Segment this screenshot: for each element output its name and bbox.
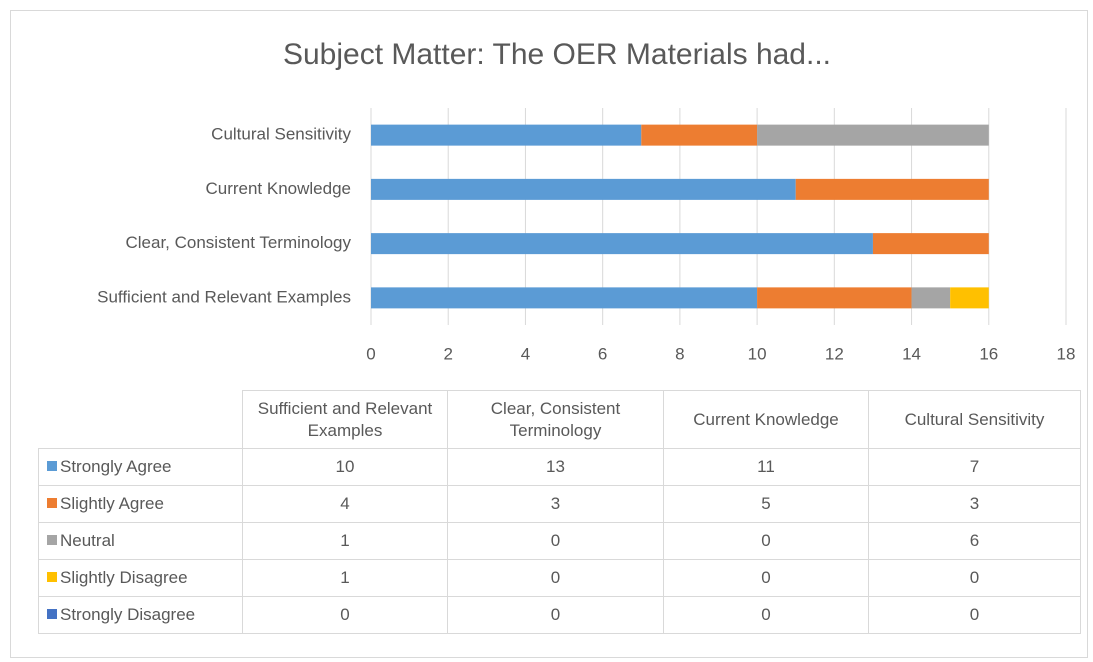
legend-swatch <box>47 535 57 545</box>
chart-title: Subject Matter: The OER Materials had... <box>283 38 831 71</box>
legend-swatch <box>47 609 57 619</box>
bar-segment <box>371 124 642 146</box>
bar-segment <box>757 287 912 309</box>
x-tick-label: 4 <box>521 344 530 363</box>
x-tick-label: 0 <box>366 344 375 363</box>
table-cell: 4 <box>242 485 448 523</box>
table-row: Neutral 1 0 0 6 <box>38 522 1081 560</box>
table-cell: 0 <box>868 596 1081 634</box>
bar-segment <box>757 124 989 146</box>
table-cell: 13 <box>447 448 664 486</box>
bar-segment <box>911 287 951 309</box>
row-header: Strongly Agree <box>38 448 243 486</box>
x-tick-label: 8 <box>675 344 684 363</box>
table-row: Slightly Disagree 1 0 0 0 <box>38 559 1081 597</box>
bar-segment <box>795 178 989 200</box>
table-row: Strongly Disagree 0 0 0 0 <box>38 596 1081 634</box>
legend-swatch <box>47 572 57 582</box>
bar-segment <box>872 233 989 255</box>
table-cell: 0 <box>868 559 1081 597</box>
table-cell: 3 <box>447 485 664 523</box>
legend-label: Slightly Agree <box>60 494 164 513</box>
data-table: Sufficient and Relevant Examples Clear, C… <box>38 390 1081 634</box>
row-header: Slightly Agree <box>38 485 243 523</box>
y-tick-label: Sufficient and Relevant Examples <box>97 287 351 306</box>
x-tick-label: 12 <box>825 344 844 363</box>
y-tick-label: Current Knowledge <box>205 179 351 198</box>
legend-label: Neutral <box>60 531 115 550</box>
legend-swatch <box>47 461 57 471</box>
table-cell: 5 <box>663 485 869 523</box>
y-tick-label: Cultural Sensitivity <box>211 125 351 144</box>
x-tick-label: 18 <box>1057 344 1076 363</box>
row-header: Slightly Disagree <box>38 559 243 597</box>
table-cell: 1 <box>242 522 448 560</box>
table-row: Slightly Agree 4 3 5 3 <box>38 485 1081 523</box>
legend-label: Strongly Agree <box>60 457 172 476</box>
bar-segment <box>641 124 758 146</box>
x-tick-label: 16 <box>979 344 998 363</box>
column-header: Current Knowledge <box>663 390 869 449</box>
table-cell: 6 <box>868 522 1081 560</box>
bar-segment <box>371 178 796 200</box>
bar-segment <box>950 287 989 309</box>
row-header: Neutral <box>38 522 243 560</box>
table-cell: 0 <box>663 596 869 634</box>
x-tick-label: 10 <box>748 344 767 363</box>
table-cell: 0 <box>663 559 869 597</box>
table-header-row: Sufficient and Relevant Examples Clear, C… <box>38 390 1081 449</box>
bar-segment <box>371 233 873 255</box>
y-tick-label: Clear, Consistent Terminology <box>125 233 351 252</box>
x-tick-label: 6 <box>598 344 607 363</box>
table-cell: 0 <box>663 522 869 560</box>
column-header: Sufficient and Relevant Examples <box>242 390 448 449</box>
x-tick-label: 14 <box>902 344 921 363</box>
legend-label: Strongly Disagree <box>60 605 196 624</box>
column-header: Clear, Consistent Terminology <box>447 390 664 449</box>
table-row: Strongly Agree 10 13 11 7 <box>38 448 1081 486</box>
table-cell: 0 <box>447 522 664 560</box>
x-tick-label: 2 <box>443 344 452 363</box>
bar-segment <box>371 287 758 309</box>
table-corner <box>38 390 243 449</box>
legend-swatch <box>47 498 57 508</box>
table-cell: 10 <box>242 448 448 486</box>
table-cell: 0 <box>447 596 664 634</box>
chart-frame <box>10 10 1088 658</box>
table-cell: 11 <box>663 448 869 486</box>
table-cell: 3 <box>868 485 1081 523</box>
table-cell: 0 <box>447 559 664 597</box>
table-cell: 1 <box>242 559 448 597</box>
table-cell: 7 <box>868 448 1081 486</box>
row-header: Strongly Disagree <box>38 596 243 634</box>
table-cell: 0 <box>242 596 448 634</box>
legend-label: Slightly Disagree <box>60 568 188 587</box>
column-header: Cultural Sensitivity <box>868 390 1081 449</box>
